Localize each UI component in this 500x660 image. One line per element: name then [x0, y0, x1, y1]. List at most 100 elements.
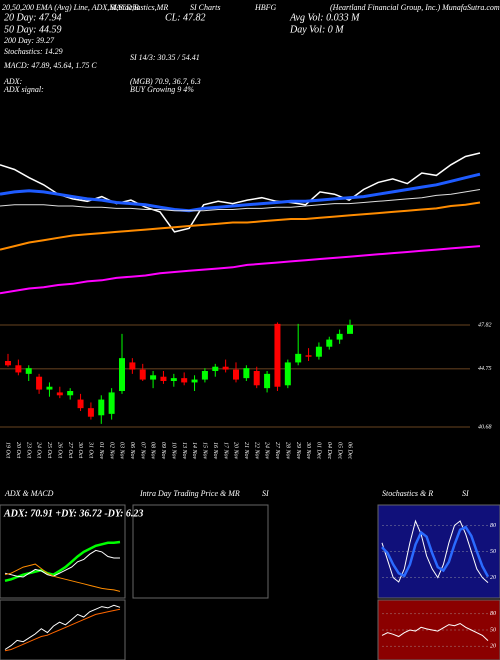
x-tick-label: 22 Nov — [253, 442, 259, 460]
x-tick-label: 29 Nov — [295, 442, 301, 460]
x-tick-label: 01 Nov — [98, 442, 104, 460]
candle-body — [67, 391, 74, 396]
x-tick-label: 27 Nov — [274, 442, 280, 460]
series-line — [4, 604, 121, 650]
series-line — [4, 540, 121, 583]
series-line — [0, 245, 481, 295]
candle-body — [201, 371, 208, 380]
series-line — [0, 189, 481, 212]
series-line — [381, 622, 489, 641]
annotation: MACD: 47.89, 45.64, 1.75 C — [3, 61, 97, 70]
series-line — [0, 172, 481, 213]
annotation: ADX: — [3, 77, 23, 86]
candle-body — [315, 346, 322, 357]
series-line — [4, 549, 120, 578]
candle-body — [243, 368, 250, 379]
x-tick-label: 19 Oct — [5, 442, 11, 458]
x-tick-label: 07 Nov — [139, 442, 145, 460]
x-tick-label: 04 Dec — [326, 442, 333, 459]
y-tick-label: 47.82 — [478, 321, 492, 328]
y-tick-label: 80 — [490, 611, 496, 617]
x-tick-label: 23 Oct — [25, 442, 31, 458]
x-tick-label: 30 Oct — [77, 441, 83, 458]
candle-body — [150, 375, 157, 380]
x-tick-label: 14 Nov — [191, 442, 198, 460]
series-line — [381, 519, 489, 583]
candle-body — [46, 386, 53, 390]
x-tick-label: 16 Nov — [212, 442, 218, 460]
candle-body — [181, 378, 188, 383]
x-tick-label: 17 Nov — [222, 442, 228, 460]
x-tick-label: 28 Nov — [284, 442, 290, 460]
candle-body — [233, 369, 239, 380]
x-tick-label: 20 Oct — [15, 442, 21, 458]
x-tick-label: 15 Nov — [202, 442, 208, 460]
x-tick-label: 25 Oct — [46, 442, 52, 458]
candle-body — [56, 392, 63, 396]
x-tick-label: 24 Nov — [264, 442, 271, 460]
candle-body — [295, 353, 302, 363]
x-tick-label: 31 Oct — [88, 441, 94, 458]
candle-body — [98, 399, 105, 416]
candle-body — [222, 366, 229, 370]
series-line — [0, 201, 481, 251]
chart-title: (Heartland Financial Group, Inc.) Munafa… — [330, 3, 500, 12]
candle-body — [25, 368, 32, 374]
y-tick-label: 20 — [490, 644, 496, 650]
x-tick-label: 26 Oct — [56, 442, 62, 458]
x-tick-label: 02 Nov — [108, 442, 114, 460]
candle-body — [129, 362, 136, 370]
candle-body — [119, 358, 125, 391]
y-tick-label: 20 — [490, 575, 496, 581]
candle-body — [284, 362, 291, 386]
annotation: (MGB) 70.9, 36.7, 6.3 — [130, 77, 201, 86]
y-tick-label: 80 — [490, 523, 496, 529]
series-line — [381, 525, 490, 578]
x-tick-label: 20 Nov — [233, 442, 239, 460]
panel-subtitle: SI — [462, 489, 469, 498]
annotation: Stochastics: 14.29 — [4, 47, 63, 56]
candle-body — [336, 333, 343, 340]
x-tick-label: 06 Nov — [129, 442, 135, 460]
candle-body — [274, 323, 281, 387]
x-tick-label: 30 Nov — [305, 441, 311, 460]
candle-body — [170, 378, 177, 381]
panel-title: Stochastics & R — [382, 489, 433, 498]
y-tick-label: 44.75 — [478, 365, 492, 372]
candle-body — [87, 408, 94, 417]
annotation: BUY Growing 9 4% — [130, 85, 194, 94]
x-tick-label: 01 Dec — [316, 442, 322, 459]
x-tick-label: 24 Oct — [36, 442, 43, 458]
annotation: CL: 47.82 — [165, 12, 206, 23]
y-tick-label: 50 — [490, 549, 496, 555]
candle-body — [36, 376, 43, 390]
candle-body — [15, 365, 22, 373]
annotation: 200 Day: 39.27 — [4, 36, 55, 45]
annotation: SI 14/3: 30.35 / 54.41 — [130, 53, 200, 62]
x-tick-label: 06 Dec — [347, 442, 353, 459]
candle-body — [326, 339, 333, 347]
annotation: ADX signal: — [3, 85, 44, 94]
series-line — [4, 608, 121, 652]
x-tick-label: 13 Nov — [181, 442, 187, 460]
panel-title: ADX & MACD — [4, 489, 54, 498]
annotation: 20,50,200 EMA (Avg) Line, ADX,MACD,B — [2, 3, 139, 12]
candle-body — [160, 376, 167, 381]
annotation: SI Charts — [190, 3, 220, 12]
intraday-panel — [132, 504, 269, 599]
adx-panel — [0, 504, 126, 599]
annotation: Day Vol: 0 M — [289, 24, 344, 35]
candle-body — [253, 371, 260, 386]
candle-body — [347, 325, 353, 334]
x-tick-label: 08 Nov — [150, 442, 156, 460]
x-tick-label: 05 Dec — [336, 442, 342, 459]
panel-title: Intra Day Trading Price & MR — [139, 489, 240, 498]
candle-body — [139, 369, 146, 380]
adx-values: ADX: 70.91 +DY: 36.72 -DY: 6.23 — [3, 508, 143, 519]
candle-body — [5, 361, 11, 366]
x-tick-label: 03 Nov — [119, 442, 125, 460]
candle-body — [212, 366, 219, 371]
series-line — [0, 152, 481, 233]
annotation: 50 Day: 44.59 — [4, 24, 62, 35]
